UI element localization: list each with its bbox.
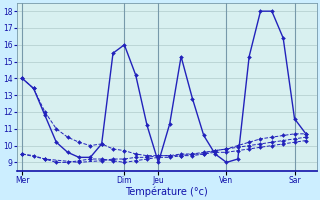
X-axis label: Température (°c): Température (°c) bbox=[125, 187, 208, 197]
